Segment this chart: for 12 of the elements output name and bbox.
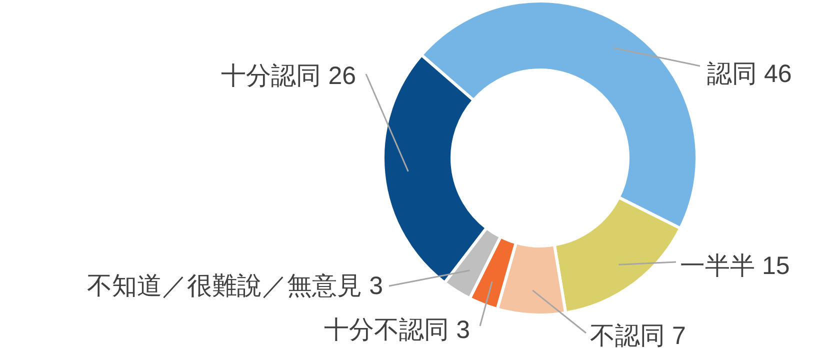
data-label: 3: [369, 272, 383, 300]
slice-label: 認同: [707, 60, 757, 88]
data-label: 15: [762, 252, 790, 280]
slice-label: 十分認同: [221, 62, 322, 90]
slice-label: 不知道／很難說／無意見: [87, 272, 362, 300]
slice-label: 十分不認同: [324, 316, 450, 344]
slice-label: 一半半: [680, 252, 755, 280]
data-label: 46: [764, 60, 792, 88]
data-label: 7: [672, 322, 686, 350]
slice-label: 不認同: [590, 322, 665, 350]
data-label: 26: [328, 62, 356, 90]
data-label: 3: [456, 316, 470, 344]
